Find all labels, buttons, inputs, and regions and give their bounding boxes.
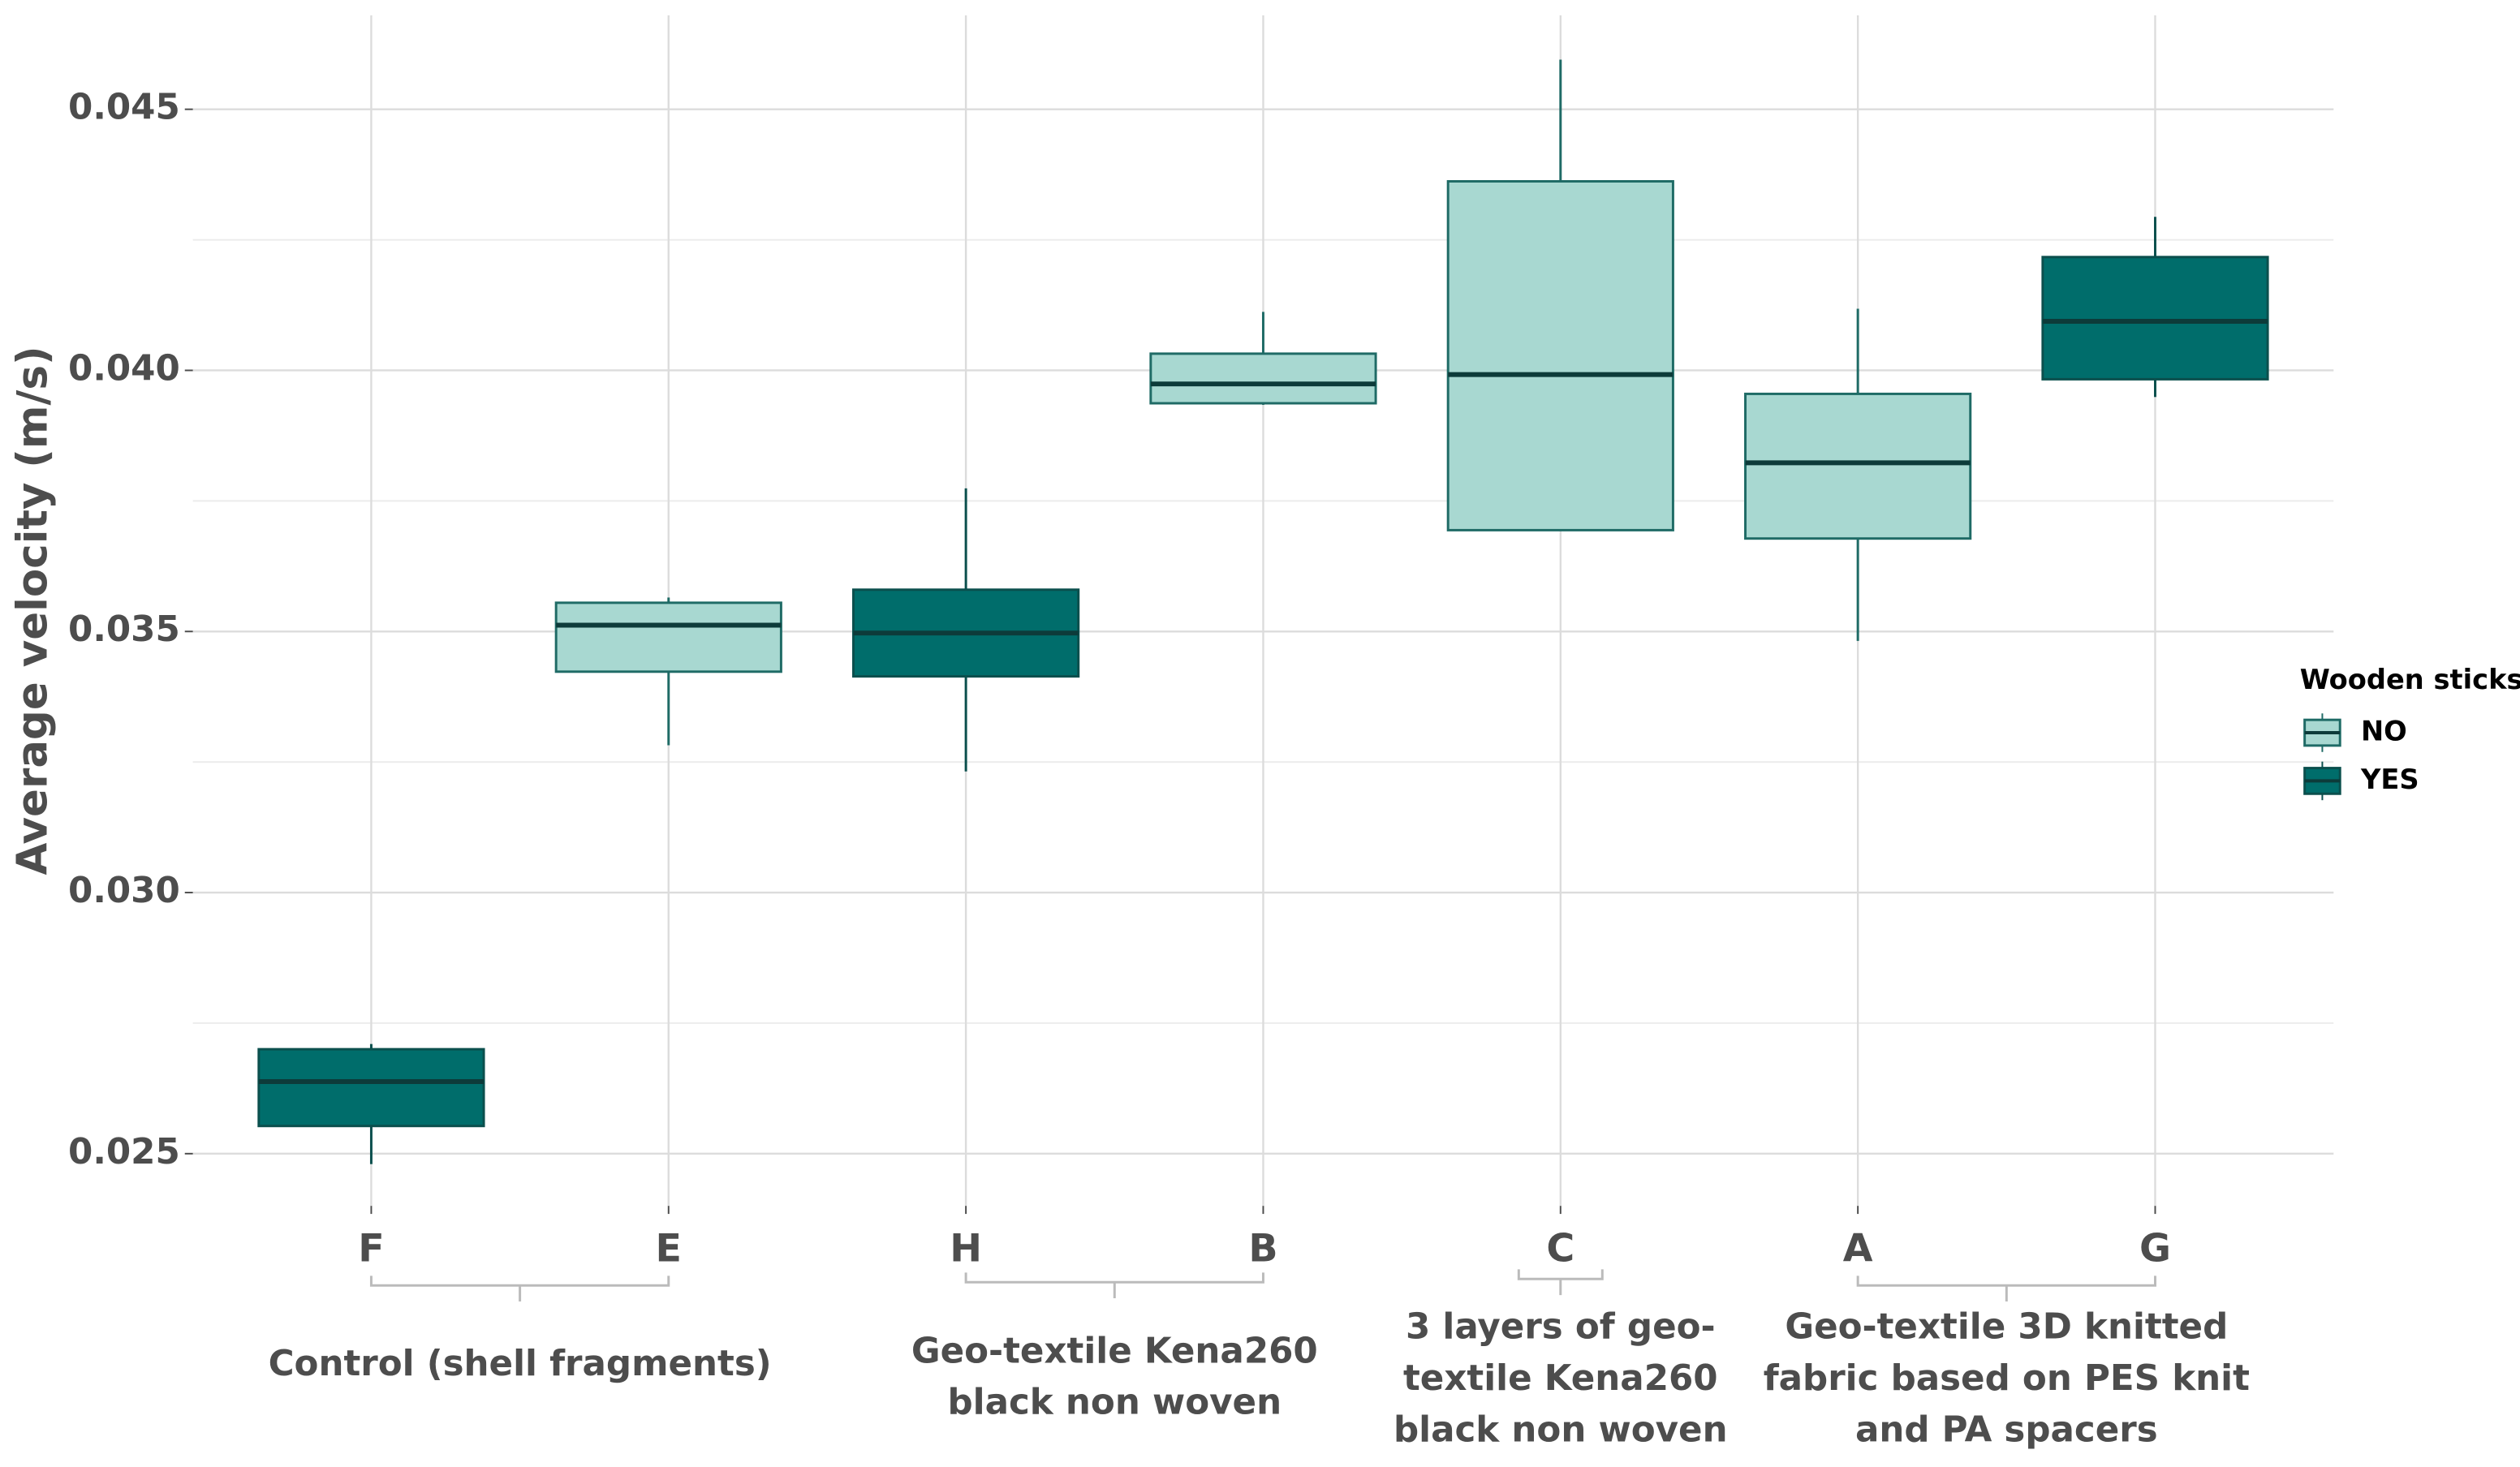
group-label: Geo-textile Kena260 — [911, 1331, 1318, 1371]
box — [2041, 256, 2269, 381]
group-bracket — [369, 1276, 670, 1302]
group-label: fabric based on PES knit — [1764, 1358, 2250, 1399]
box — [257, 1048, 485, 1128]
group-label: Geo-textile 3D knitted — [1785, 1307, 2228, 1348]
y-tick-label: 0.030 — [68, 871, 180, 911]
group-bracket — [1517, 1269, 1604, 1296]
group-bracket — [1856, 1276, 2156, 1302]
x-tick-label: G — [2139, 1227, 2171, 1271]
group-label: 3 layers of geo- — [1406, 1307, 1716, 1348]
group-label: black non woven — [948, 1383, 1282, 1423]
y-tick-label: 0.025 — [68, 1132, 180, 1172]
y-tick-label: 0.035 — [68, 609, 180, 650]
x-tick-label: E — [656, 1227, 682, 1271]
x-tick-label: A — [1843, 1227, 1873, 1271]
group-label: and PA spacers — [1855, 1409, 2158, 1450]
legend-title: Wooden sticks — [2300, 664, 2520, 695]
x-tick-label: F — [358, 1227, 384, 1271]
x-tick-label: H — [950, 1227, 982, 1271]
box — [1149, 352, 1377, 405]
legend-label: YES — [2360, 764, 2419, 795]
box — [554, 601, 782, 673]
box — [1446, 180, 1674, 531]
y-tick-label: 0.040 — [68, 348, 180, 389]
y-tick-label: 0.045 — [68, 88, 180, 128]
legend-label: NO — [2361, 716, 2407, 747]
group-label: black non woven — [1394, 1409, 1728, 1450]
y-axis-title: Average velocity (m/s) — [9, 346, 58, 875]
group-label: Control (shell fragments) — [269, 1344, 772, 1384]
box — [1744, 392, 1972, 540]
x-tick-label: B — [1248, 1227, 1277, 1271]
group-bracket — [964, 1272, 1264, 1299]
x-tick-label: C — [1546, 1227, 1574, 1271]
group-label: textile Kena260 — [1403, 1358, 1718, 1399]
